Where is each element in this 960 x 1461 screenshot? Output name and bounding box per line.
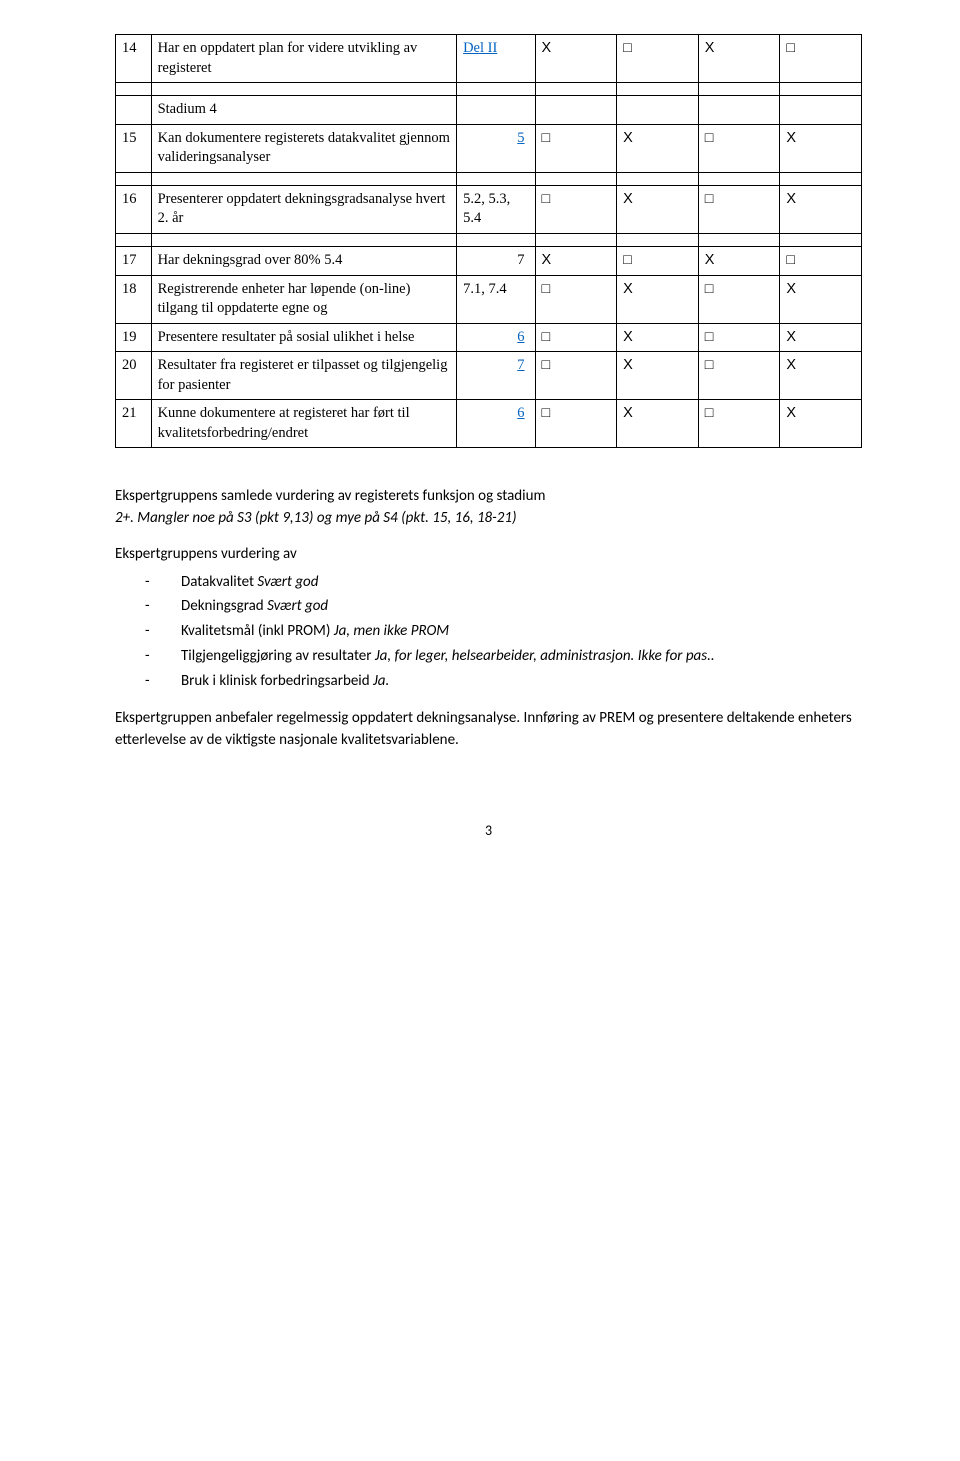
stadium-header-row: Stadium 4: [116, 96, 862, 125]
row-ref: Del II: [457, 35, 535, 83]
row-ref: 6: [457, 323, 535, 352]
summary-heading: Ekspertgruppens samlede vurdering av reg…: [115, 486, 862, 508]
table-row: 15 Kan dokumentere registerets datakvali…: [116, 124, 862, 172]
ref-link[interactable]: Del II: [463, 40, 497, 56]
cell-b: □: [617, 35, 699, 83]
row-number: 18: [116, 275, 152, 323]
spacer-row: [116, 233, 862, 246]
ref-link[interactable]: 6: [517, 329, 524, 345]
summary-block: Ekspertgruppens samlede vurdering av reg…: [115, 486, 862, 752]
row-number: 21: [116, 400, 152, 448]
row-text: Kan dokumentere registerets datakvalitet…: [151, 124, 457, 172]
cell-c: □: [698, 275, 780, 323]
list-item: Tilgjengeliggjøring av resultater Ja, fo…: [163, 646, 862, 668]
ref-link[interactable]: 6: [517, 405, 524, 421]
stadium-label: Stadium 4: [151, 96, 457, 125]
row-ref: 6: [457, 400, 535, 448]
row-text: Kunne dokumentere at registeret har ført…: [151, 400, 457, 448]
cell-c: X: [698, 35, 780, 83]
summary-subheading: Ekspertgruppens vurdering av: [115, 544, 862, 566]
cell-b: X: [617, 275, 699, 323]
ref-link[interactable]: 7: [517, 357, 524, 373]
page-number: 3: [115, 822, 862, 841]
cell-d: X: [780, 185, 862, 233]
table-row: 14 Har en oppdatert plan for videre utvi…: [116, 35, 862, 83]
list-item: Dekningsgrad Svært god: [163, 596, 862, 618]
row-ref: 5.2, 5.3, 5.4: [457, 185, 535, 233]
cell-b: X: [617, 323, 699, 352]
table-row: 16 Presenterer oppdatert dekningsgradsan…: [116, 185, 862, 233]
cell-a: □: [535, 124, 617, 172]
row-ref: 5: [457, 124, 535, 172]
cell-a: □: [535, 352, 617, 400]
cell-b: X: [617, 400, 699, 448]
cell-d: X: [780, 275, 862, 323]
ref-link[interactable]: 5: [517, 130, 524, 146]
row-text: Har en oppdatert plan for videre utvikli…: [151, 35, 457, 83]
cell-b: X: [617, 124, 699, 172]
cell-d: X: [780, 323, 862, 352]
row-ref: 7: [457, 246, 535, 275]
assessment-list: Datakvalitet Svært god Dekningsgrad Svær…: [163, 572, 862, 693]
cell-b: □: [617, 246, 699, 275]
empty-cell: [116, 96, 152, 125]
page-container: 14 Har en oppdatert plan for videre utvi…: [0, 0, 960, 881]
cell-c: □: [698, 323, 780, 352]
row-number: 20: [116, 352, 152, 400]
cell-c: □: [698, 124, 780, 172]
cell-d: X: [780, 400, 862, 448]
cell-a: □: [535, 323, 617, 352]
cell-d: □: [780, 246, 862, 275]
closing-paragraph: Ekspertgruppen anbefaler regelmessig opp…: [115, 708, 862, 752]
list-item: Datakvalitet Svært god: [163, 572, 862, 594]
row-text: Registrerende enheter har løpende (on-li…: [151, 275, 457, 323]
row-number: 15: [116, 124, 152, 172]
cell-a: □: [535, 400, 617, 448]
row-ref: 7: [457, 352, 535, 400]
criteria-table: 14 Har en oppdatert plan for videre utvi…: [115, 34, 862, 448]
row-number: 14: [116, 35, 152, 83]
row-text: Har dekningsgrad over 80% 5.4: [151, 246, 457, 275]
summary-rating: 2+. Mangler noe på S3 (pkt 9,13) og mye …: [115, 508, 862, 530]
list-item: Kvalitetsmål (inkl PROM) Ja, men ikke PR…: [163, 621, 862, 643]
cell-c: □: [698, 185, 780, 233]
row-text: Presenterer oppdatert dekningsgradsanaly…: [151, 185, 457, 233]
cell-b: X: [617, 352, 699, 400]
cell-a: X: [535, 35, 617, 83]
cell-a: X: [535, 246, 617, 275]
cell-d: X: [780, 352, 862, 400]
cell-c: □: [698, 400, 780, 448]
table-row: 21 Kunne dokumentere at registeret har f…: [116, 400, 862, 448]
row-number: 16: [116, 185, 152, 233]
spacer-row: [116, 83, 862, 96]
cell-c: □: [698, 352, 780, 400]
cell-d: □: [780, 35, 862, 83]
list-item: Bruk i klinisk forbedringsarbeid Ja.: [163, 671, 862, 693]
cell-b: X: [617, 185, 699, 233]
row-number: 17: [116, 246, 152, 275]
cell-a: □: [535, 185, 617, 233]
table-row: 18 Registrerende enheter har løpende (on…: [116, 275, 862, 323]
row-text: Resultater fra registeret er tilpasset o…: [151, 352, 457, 400]
table-row: 19 Presentere resultater på sosial ulikh…: [116, 323, 862, 352]
cell-c: X: [698, 246, 780, 275]
row-ref: 7.1, 7.4: [457, 275, 535, 323]
spacer-row: [116, 172, 862, 185]
cell-d: X: [780, 124, 862, 172]
cell-a: □: [535, 275, 617, 323]
row-number: 19: [116, 323, 152, 352]
row-text: Presentere resultater på sosial ulikhet …: [151, 323, 457, 352]
table-row: 17 Har dekningsgrad over 80% 5.4 7 X □ X…: [116, 246, 862, 275]
table-row: 20 Resultater fra registeret er tilpasse…: [116, 352, 862, 400]
